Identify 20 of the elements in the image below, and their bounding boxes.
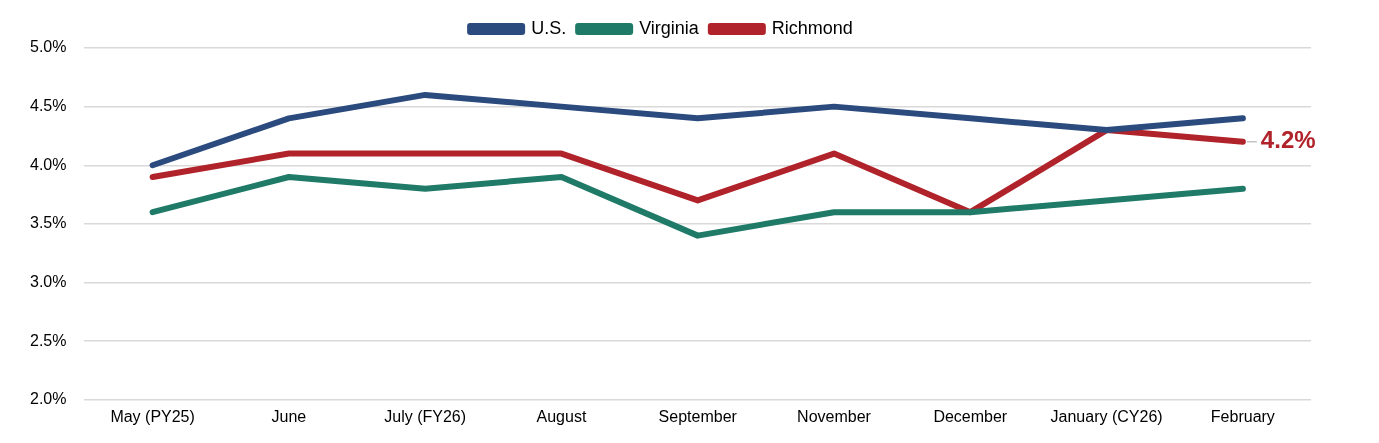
y-tick-label: 5.0% [30, 38, 67, 56]
x-tick-label: November [797, 407, 872, 425]
y-tick-label: 3.5% [30, 214, 67, 232]
y-tick-label: 3.0% [30, 272, 67, 290]
x-tick-label: February [1210, 407, 1275, 425]
y-tick-label: 4.0% [30, 155, 67, 173]
y-tick-label: 4.5% [30, 97, 67, 115]
x-tick-label: September [658, 407, 738, 425]
x-tick-label: December [933, 407, 1008, 425]
x-tick-label: May (PY25) [110, 407, 195, 425]
legend-label: Richmond [771, 17, 853, 38]
x-tick-label: July (FY26) [384, 407, 467, 425]
x-tick-label: August [536, 407, 587, 425]
data-label: 4.2% [1260, 126, 1316, 154]
x-tick-label: June [271, 407, 307, 425]
y-tick-label: 2.5% [30, 331, 67, 349]
y-tick-label: 2.0% [30, 390, 67, 408]
x-tick-label: January (CY26) [1050, 407, 1163, 425]
legend-label: U.S. [531, 17, 567, 38]
legend-label: Virginia [639, 17, 700, 38]
